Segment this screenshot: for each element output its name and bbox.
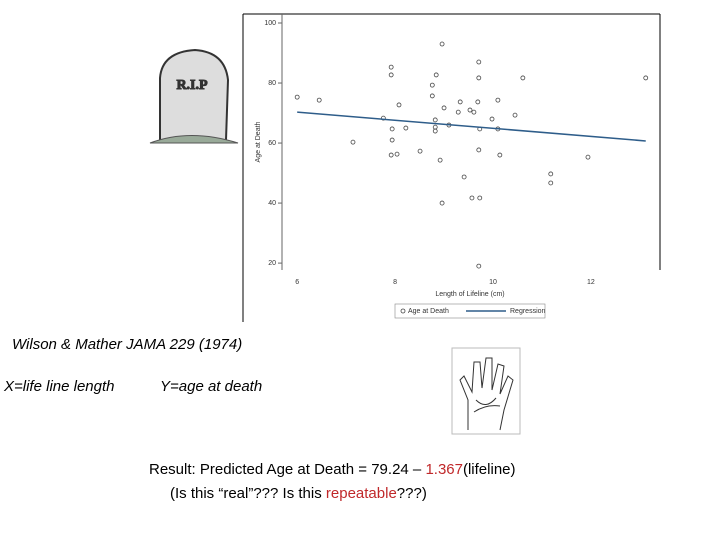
legend-label: Age at Death bbox=[408, 308, 449, 315]
point bbox=[380, 115, 386, 121]
point bbox=[520, 75, 526, 81]
point bbox=[476, 75, 482, 81]
point bbox=[455, 109, 461, 115]
result: Result: Predicted Age at Death = 79.24 –… bbox=[149, 461, 516, 478]
point bbox=[548, 171, 554, 177]
point bbox=[441, 105, 447, 111]
point bbox=[439, 200, 445, 206]
citation: Wilson & Mather JAMA 229 (1974) bbox=[12, 336, 243, 353]
point bbox=[396, 102, 402, 108]
point bbox=[548, 180, 554, 186]
point bbox=[429, 82, 435, 88]
point bbox=[389, 137, 395, 143]
point bbox=[417, 148, 423, 154]
x-tick-label: 10 bbox=[489, 279, 497, 286]
point bbox=[388, 72, 394, 78]
point bbox=[437, 157, 443, 163]
point bbox=[477, 195, 483, 201]
point bbox=[432, 117, 438, 123]
y-note: Y=age at death bbox=[160, 378, 263, 395]
regression-line bbox=[297, 111, 646, 142]
point bbox=[403, 125, 409, 131]
svg-text:R.I.P: R.I.P bbox=[176, 78, 208, 93]
result-text: Result: Predicted Age at Death = 79.24 – bbox=[149, 461, 426, 478]
point bbox=[469, 195, 475, 201]
y-axis-label: Age at Death bbox=[255, 121, 262, 162]
x-tick-label: 8 bbox=[393, 279, 397, 286]
point bbox=[394, 151, 400, 157]
palm-drawing bbox=[451, 347, 521, 435]
point bbox=[429, 93, 435, 99]
point bbox=[432, 128, 438, 134]
point bbox=[495, 97, 501, 103]
point bbox=[388, 64, 394, 70]
y-tick-label: 40 bbox=[268, 200, 276, 207]
point bbox=[475, 99, 481, 105]
point bbox=[585, 154, 591, 160]
result-text: (lifeline) bbox=[462, 461, 516, 478]
legend-swatch bbox=[400, 308, 406, 314]
point bbox=[489, 116, 495, 122]
x-tick-label: 12 bbox=[587, 279, 595, 286]
y-tick-label: 80 bbox=[268, 80, 276, 87]
point bbox=[497, 152, 503, 158]
point bbox=[461, 174, 467, 180]
point bbox=[467, 107, 473, 113]
point bbox=[471, 109, 477, 115]
point bbox=[316, 97, 322, 103]
point bbox=[476, 263, 482, 269]
point bbox=[457, 99, 463, 105]
point bbox=[432, 124, 438, 130]
legend-box bbox=[394, 303, 546, 319]
point bbox=[476, 59, 482, 65]
x-note: X=life line length bbox=[4, 378, 115, 395]
x-axis-label: Length of Lifeline (cm) bbox=[435, 291, 504, 298]
question: (Is this “real”??? Is this repeatable???… bbox=[170, 485, 427, 502]
point bbox=[476, 147, 482, 153]
point bbox=[389, 126, 395, 132]
question-text: (Is this “real”??? Is this bbox=[170, 485, 326, 502]
point bbox=[294, 94, 300, 100]
point bbox=[388, 152, 394, 158]
question-text: ???) bbox=[396, 485, 427, 502]
x-tick-label: 6 bbox=[295, 279, 299, 286]
point bbox=[350, 139, 356, 145]
y-tick-label: 100 bbox=[264, 20, 276, 27]
point bbox=[439, 41, 445, 47]
y-tick-label: 60 bbox=[268, 140, 276, 147]
highlight: repeatable bbox=[325, 485, 397, 502]
point bbox=[512, 112, 518, 118]
tombstone: R.I.P bbox=[149, 48, 239, 144]
point bbox=[433, 72, 439, 78]
point bbox=[643, 75, 649, 81]
legend-label: Regression bbox=[510, 308, 546, 315]
y-tick-label: 20 bbox=[268, 260, 276, 267]
slope: 1.367 bbox=[425, 461, 463, 478]
